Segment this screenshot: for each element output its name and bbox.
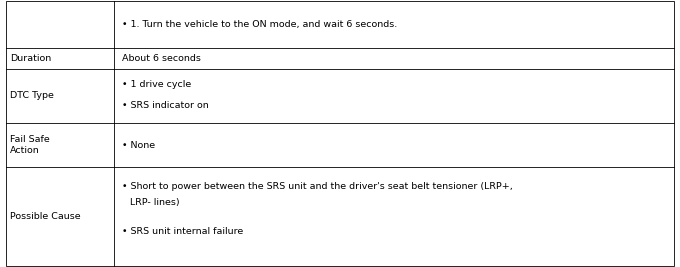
Text: Duration: Duration xyxy=(10,54,51,63)
Text: • 1 drive cycle: • 1 drive cycle xyxy=(122,80,191,89)
Text: • SRS indicator on: • SRS indicator on xyxy=(122,101,209,110)
Text: • None: • None xyxy=(122,140,155,150)
Text: Possible Cause: Possible Cause xyxy=(10,212,81,221)
Text: LRP- lines): LRP- lines) xyxy=(130,198,180,207)
Text: DTC Type: DTC Type xyxy=(10,92,54,100)
Text: About 6 seconds: About 6 seconds xyxy=(122,54,201,63)
Text: • SRS unit internal failure: • SRS unit internal failure xyxy=(122,227,243,236)
Text: Fail Safe
Action: Fail Safe Action xyxy=(10,135,50,155)
Text: • 1. Turn the vehicle to the ON mode, and wait 6 seconds.: • 1. Turn the vehicle to the ON mode, an… xyxy=(122,20,397,29)
Text: • Short to power between the SRS unit and the driver's seat belt tensioner (LRP+: • Short to power between the SRS unit an… xyxy=(122,182,513,191)
